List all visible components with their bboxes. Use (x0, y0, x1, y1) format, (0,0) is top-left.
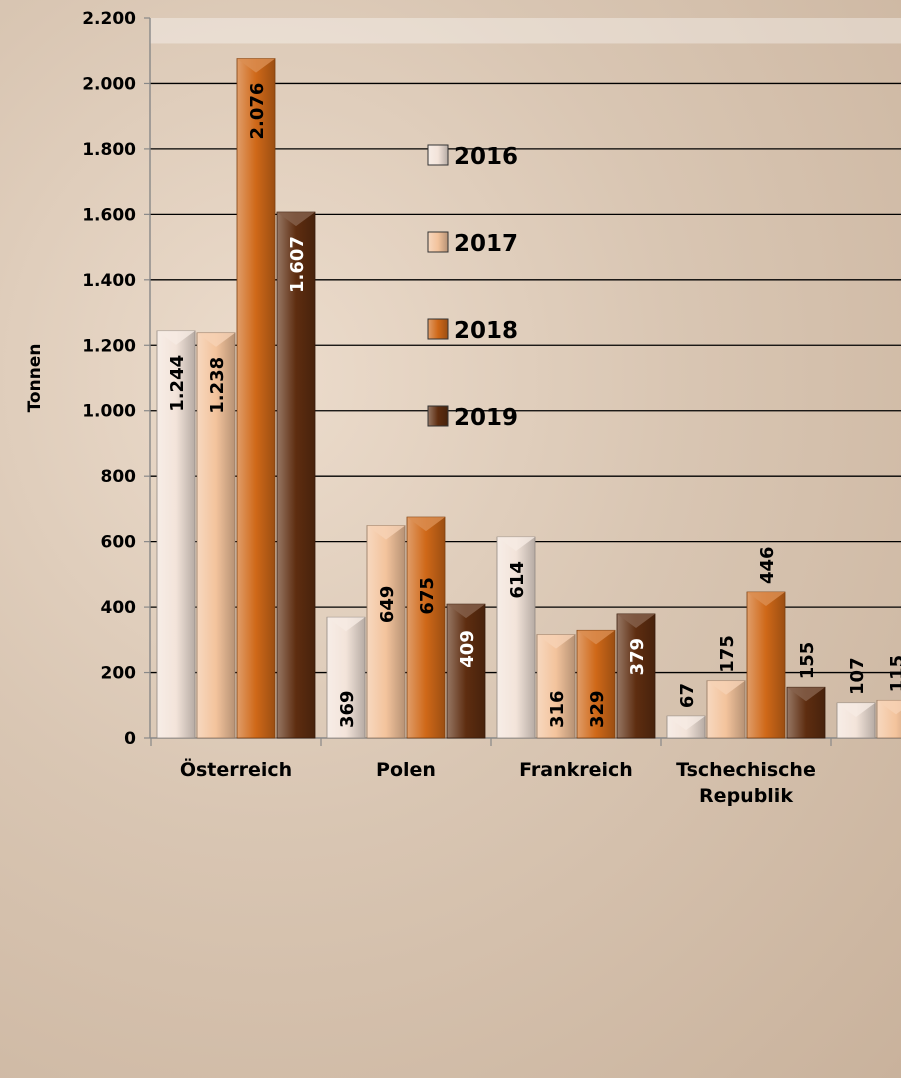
x-tick-label: Fin (899, 759, 901, 781)
y-tick-label: 2.000 (82, 74, 136, 94)
y-tick-label: 200 (101, 664, 137, 684)
bar (196, 332, 236, 739)
bar-cap (277, 212, 315, 227)
bar-cap (407, 517, 445, 532)
bar-cap (447, 604, 485, 619)
data-label: 446 (757, 546, 778, 584)
x-tick-label: Republik (699, 785, 793, 807)
data-label: 1.607 (287, 236, 308, 293)
bar-cap (327, 617, 365, 632)
bar-cap (577, 630, 615, 645)
y-tick-label: 1.200 (82, 336, 136, 356)
data-label: 649 (377, 586, 398, 624)
bar (236, 58, 276, 739)
bar (406, 516, 446, 739)
data-label: 316 (547, 690, 568, 728)
bar (616, 613, 656, 739)
legend-swatch (427, 144, 449, 166)
bar (536, 634, 576, 739)
bar-cap (837, 702, 875, 717)
y-tick-label: 800 (101, 467, 137, 487)
y-tick-label: 1.000 (82, 402, 136, 422)
x-tick-label: Österreich (180, 757, 292, 781)
bar (366, 525, 406, 739)
bar-cap (787, 687, 825, 702)
bar (576, 629, 616, 739)
legend-entry: 2019 (454, 405, 518, 431)
data-label: 1.244 (167, 355, 188, 412)
bar (446, 603, 486, 739)
data-label: 67 (677, 683, 698, 708)
legend-swatch (427, 318, 449, 340)
bar-cap (157, 330, 195, 345)
y-tick-label: 600 (101, 533, 137, 553)
y-tick-label: 1.800 (82, 140, 136, 160)
data-label: 1.238 (207, 357, 228, 414)
y-tick-label: 1.600 (82, 205, 136, 225)
data-label: 409 (457, 630, 478, 668)
data-label: 107 (847, 657, 868, 695)
x-tick-label: Tschechische (676, 759, 816, 781)
bar-cap (497, 537, 535, 552)
legend-entry: 2016 (454, 144, 518, 170)
x-tick-label: Frankreich (519, 759, 633, 781)
data-label: 614 (507, 561, 528, 599)
bar-cap (367, 525, 405, 540)
y-tick-label: 0 (124, 729, 136, 749)
legend-entry: 2018 (454, 318, 518, 344)
bar-cap (877, 700, 901, 715)
bar-cap (197, 332, 235, 347)
bar (746, 591, 786, 739)
data-label: 675 (417, 577, 438, 615)
data-label: 329 (587, 690, 608, 728)
legend-swatch (427, 231, 449, 253)
data-label: 379 (627, 638, 648, 676)
plot-top-band (150, 18, 901, 44)
y-tick-label: 1.400 (82, 271, 136, 291)
bar-cap (617, 613, 655, 628)
data-label: 175 (717, 635, 738, 673)
bar-cap (707, 680, 745, 695)
bar (276, 211, 316, 739)
y-tick-label: 2.200 (82, 9, 136, 29)
y-tick-label: 400 (101, 598, 137, 618)
x-tick-label: Polen (376, 759, 436, 781)
legend-swatch (427, 405, 449, 427)
bar-cap (747, 592, 785, 607)
bar-cap (237, 58, 275, 73)
bar-cap (537, 634, 575, 649)
data-label: 369 (337, 690, 358, 728)
data-label: 155 (797, 642, 818, 680)
data-label: 2.076 (247, 83, 268, 140)
legend-entry: 2017 (454, 231, 518, 257)
data-label: 115 (887, 655, 901, 693)
bar-cap (667, 716, 705, 731)
y-axis-title: Tonnen (25, 344, 45, 413)
